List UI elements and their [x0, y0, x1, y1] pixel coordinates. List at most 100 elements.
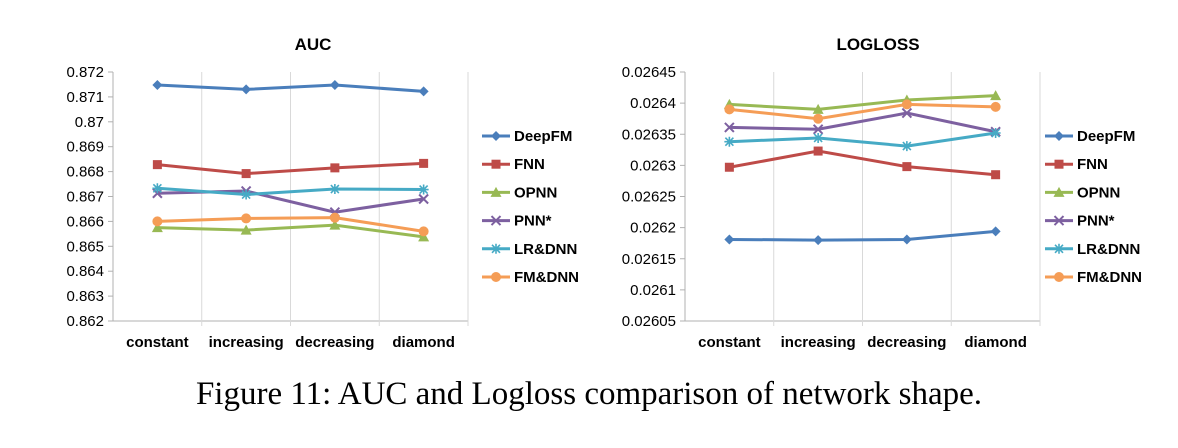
legend-label: LR&DNN: [1077, 241, 1140, 258]
y-tick-label: 0.866: [66, 213, 104, 230]
legend-item-lr-dnn: LR&DNN: [1045, 241, 1140, 258]
y-tick-label: 0.02645: [622, 64, 676, 81]
data-point-fm-dnn: [241, 213, 252, 224]
legend-item-lr-dnn: LR&DNN: [482, 241, 577, 258]
data-point-fnn: [419, 158, 429, 168]
data-point-lr-dnn: [241, 189, 252, 200]
data-point-pnn: [724, 122, 735, 133]
data-point-deepfm: [990, 226, 1001, 237]
data-point-pnn: [901, 107, 913, 119]
x-tick-label-diamond: diamond: [392, 334, 455, 351]
data-point-fm-dnn: [724, 104, 735, 115]
data-point-fm-dnn: [418, 226, 429, 237]
legend-item-deepfm: DeepFM: [1045, 128, 1135, 145]
data-point-fm-dnn: [901, 99, 912, 110]
legend-label: PNN*: [514, 213, 552, 230]
legend-marker: [490, 186, 502, 197]
x-tick-label-decreasing: decreasing: [867, 334, 946, 351]
y-tick-label: 0.02615: [622, 251, 676, 268]
series-line-pnn: [729, 111, 996, 134]
legend-marker: [1054, 243, 1064, 254]
series-line-deepfm: [729, 229, 996, 242]
y-tick-label: 0.867: [66, 189, 104, 206]
x-tick-label-increasing: increasing: [781, 334, 856, 351]
data-point-lr-dnn: [990, 128, 1001, 139]
data-point-deepfm: [813, 235, 824, 246]
legend-item-opnn: OPNN: [1045, 184, 1120, 201]
data-point-pnn: [812, 124, 824, 135]
data-point-deepfm: [901, 234, 912, 245]
legend-label: FNN: [1077, 156, 1108, 173]
data-point-fnn: [991, 170, 1001, 180]
y-tick-label: 0.872: [66, 64, 104, 81]
y-tick-label: 0.0262: [630, 220, 676, 237]
x-tick-label-decreasing: decreasing: [295, 334, 374, 351]
x-tick-label-constant: constant: [698, 334, 761, 351]
series-deepfm: [152, 79, 429, 97]
data-point-opnn: [151, 222, 163, 233]
legend-label: FNN: [514, 156, 545, 173]
legend-label: PNN*: [1077, 213, 1115, 230]
data-point-fm-dnn: [990, 101, 1001, 112]
legend-item-pnn: PNN*: [1045, 213, 1115, 230]
data-point-opnn: [329, 219, 341, 230]
data-point-lr-dnn: [724, 136, 735, 147]
legend-item-fnn: FNN: [1045, 156, 1108, 173]
data-point-fm-dnn: [329, 212, 340, 223]
series-line-fm-dnn: [729, 102, 996, 121]
legend-label: DeepFM: [1077, 128, 1135, 145]
data-point-lr-dnn: [901, 141, 912, 152]
data-point-fm-dnn: [152, 216, 163, 227]
data-point-deepfm: [241, 84, 252, 95]
series-line-lr-dnn: [729, 131, 996, 148]
x-tick-label-increasing: increasing: [209, 334, 284, 351]
data-point-fnn: [902, 162, 912, 172]
data-point-fnn: [152, 160, 162, 170]
series-line-opnn: [729, 94, 996, 111]
data-point-lr-dnn: [329, 184, 340, 195]
legend-item-fnn: FNN: [482, 156, 545, 173]
data-point-lr-dnn: [152, 183, 163, 194]
legend-label: LR&DNN: [514, 241, 577, 258]
legend-marker: [1054, 131, 1064, 141]
legend-marker: [1054, 272, 1064, 282]
chart-title: LOGLOSS: [836, 35, 919, 54]
y-tick-label: 0.862: [66, 313, 104, 330]
y-tick-label: 0.02635: [622, 126, 676, 143]
series-line-opnn: [157, 223, 424, 239]
data-point-pnn: [418, 193, 429, 205]
legend-marker: [1053, 215, 1065, 226]
legend-label: OPNN: [514, 184, 557, 201]
y-tick-label: 0.863: [66, 288, 104, 305]
legend-marker: [491, 243, 501, 254]
y-tick-label: 0.0264: [630, 95, 676, 112]
legend-marker: [490, 215, 502, 226]
y-tick-label: 0.865: [66, 238, 104, 255]
legend-label: FM&DNN: [514, 269, 579, 286]
x-tick-label-diamond: diamond: [964, 334, 1027, 351]
series-fnn: [152, 158, 429, 179]
series-fm-dnn: [152, 212, 429, 237]
series-fm-dnn: [724, 99, 1001, 124]
legend-marker: [1053, 186, 1065, 197]
figure-caption: Figure 11: AUC and Logloss comparison of…: [195, 376, 983, 412]
legend-label: OPNN: [1077, 184, 1120, 201]
series-line-deepfm: [157, 83, 424, 93]
data-point-opnn: [812, 103, 824, 114]
series-line-lr-dnn: [157, 186, 424, 197]
y-tick-label: 0.02625: [622, 189, 676, 206]
data-point-fnn: [330, 163, 340, 173]
y-tick-label: 0.0261: [630, 282, 676, 299]
data-point-opnn: [990, 90, 1002, 101]
series-line-fnn: [729, 149, 996, 177]
y-tick-label: 0.87: [75, 114, 104, 131]
data-point-fm-dnn: [813, 113, 824, 124]
legend-item-fm-dnn: FM&DNN: [482, 269, 579, 286]
series-lr-dnn: [724, 128, 1001, 152]
data-point-fnn: [724, 162, 734, 172]
y-tick-label: 0.0263: [630, 157, 676, 174]
legend-marker: [491, 159, 501, 169]
data-point-lr-dnn: [418, 184, 429, 195]
series-lr-dnn: [152, 183, 429, 200]
